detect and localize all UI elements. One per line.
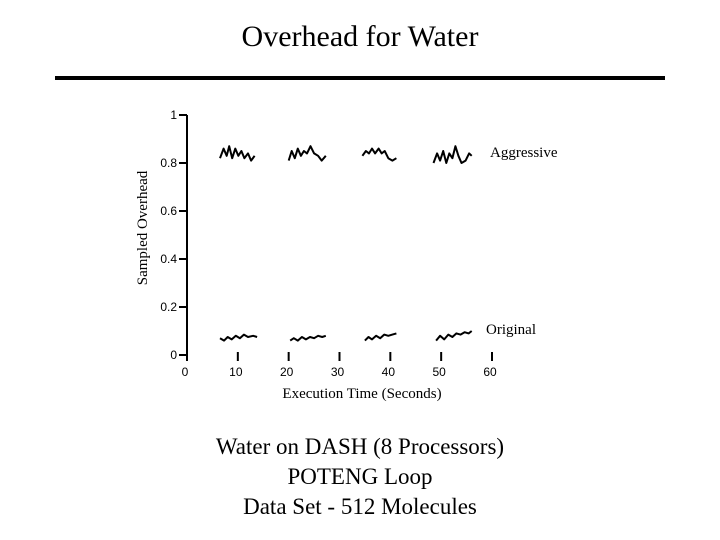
- x-tick-label: 40: [382, 365, 396, 379]
- x-tick-label: 10: [229, 365, 243, 379]
- aggressive-series-line: [287, 145, 327, 162]
- caption-line-3: Data Set - 512 Molecules: [243, 494, 477, 519]
- caption-line-1: Water on DASH (8 Processors): [215, 434, 505, 459]
- y-axis-ticks: 0 0.2 0.4 0.6 0.8 1: [160, 108, 187, 362]
- y-tick-label: 0.2: [160, 300, 177, 314]
- x-tick-label: 50: [432, 365, 446, 379]
- chart-labels: Aggressive Original Execution Time (Second…: [135, 145, 558, 402]
- y-tick-label: 0: [170, 348, 177, 362]
- x-axis-ticks: 0 10 20 30 40 50 60: [182, 352, 497, 379]
- y-tick-label: 0.4: [160, 252, 177, 266]
- overhead-chart: 0 0.2 0.4 0.6 0.8 1 0 10 20 30 40 50 60 Aggressive O…: [135, 108, 558, 402]
- original-series-line: [219, 333, 258, 342]
- series-label-aggressive: Aggressive: [490, 145, 558, 161]
- original-series-line: [435, 330, 473, 342]
- y-axis-label: Sampled Overhead: [135, 170, 151, 285]
- series-lines: [219, 145, 473, 342]
- y-tick-label: 1: [170, 108, 177, 122]
- x-tick-label: 60: [483, 365, 497, 379]
- x-axis-label: Execution Time (Seconds): [282, 386, 441, 402]
- caption-line-2: POTENG Loop: [287, 464, 433, 489]
- page-title: Overhead for Water: [241, 20, 479, 53]
- x-tick-label: 0: [182, 365, 189, 379]
- title-divider: [55, 76, 665, 80]
- y-tick-label: 0.6: [160, 204, 177, 218]
- original-series-line: [289, 334, 327, 342]
- aggressive-series-line: [219, 145, 256, 162]
- series-label-original: Original: [486, 322, 536, 338]
- original-series-line: [364, 332, 397, 342]
- aggressive-series-line: [432, 145, 473, 164]
- x-tick-label: 30: [331, 365, 345, 379]
- aggressive-series-line: [361, 147, 397, 162]
- x-tick-label: 20: [280, 365, 294, 379]
- y-tick-label: 0.8: [160, 156, 177, 170]
